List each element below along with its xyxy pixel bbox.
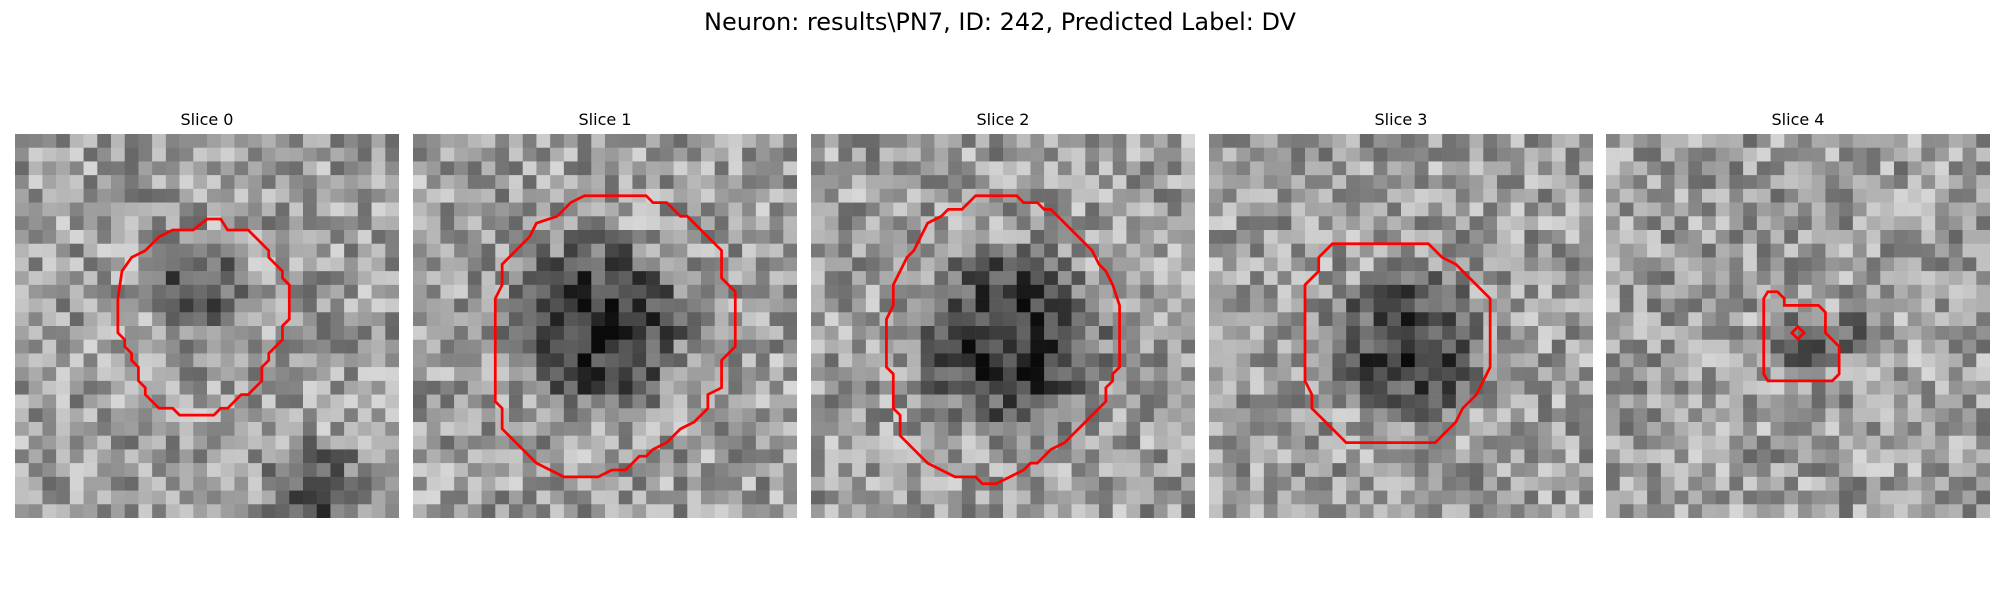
slice-title-3: Slice 3 xyxy=(1374,110,1428,129)
pixel-grid xyxy=(1209,134,1593,518)
slice-title-2: Slice 2 xyxy=(976,110,1030,129)
slice-image-1 xyxy=(413,134,797,518)
slice-panel-1: Slice 1 xyxy=(413,108,797,518)
pixel-grid xyxy=(15,134,399,518)
slice-panel-2: Slice 2 xyxy=(811,108,1195,518)
segmentation-contour xyxy=(1762,290,1841,383)
slice-title-0: Slice 0 xyxy=(180,110,234,129)
pixel-grid xyxy=(811,134,1195,518)
pixel-grid xyxy=(413,134,797,518)
segmentation-contour xyxy=(493,194,737,479)
slice-image-3 xyxy=(1209,134,1593,518)
slice-panel-3: Slice 3 xyxy=(1209,108,1593,518)
segmentation-contour xyxy=(1303,242,1492,444)
slice-image-4 xyxy=(1606,134,1990,518)
slice-title-4: Slice 4 xyxy=(1771,110,1825,129)
slice-panel-4: Slice 4 xyxy=(1606,108,1990,518)
segmentation-contour xyxy=(885,194,1121,486)
figure-title: Neuron: results\PN7, ID: 242, Predicted … xyxy=(704,8,1296,36)
slice-panel-0: Slice 0 xyxy=(15,108,399,518)
slice-image-0 xyxy=(15,134,399,518)
slice-image-2 xyxy=(811,134,1195,518)
slice-title-1: Slice 1 xyxy=(578,110,632,129)
segmentation-contour xyxy=(116,217,291,417)
contour-hole-marker xyxy=(1789,324,1807,341)
pixel-grid xyxy=(1606,134,1990,518)
